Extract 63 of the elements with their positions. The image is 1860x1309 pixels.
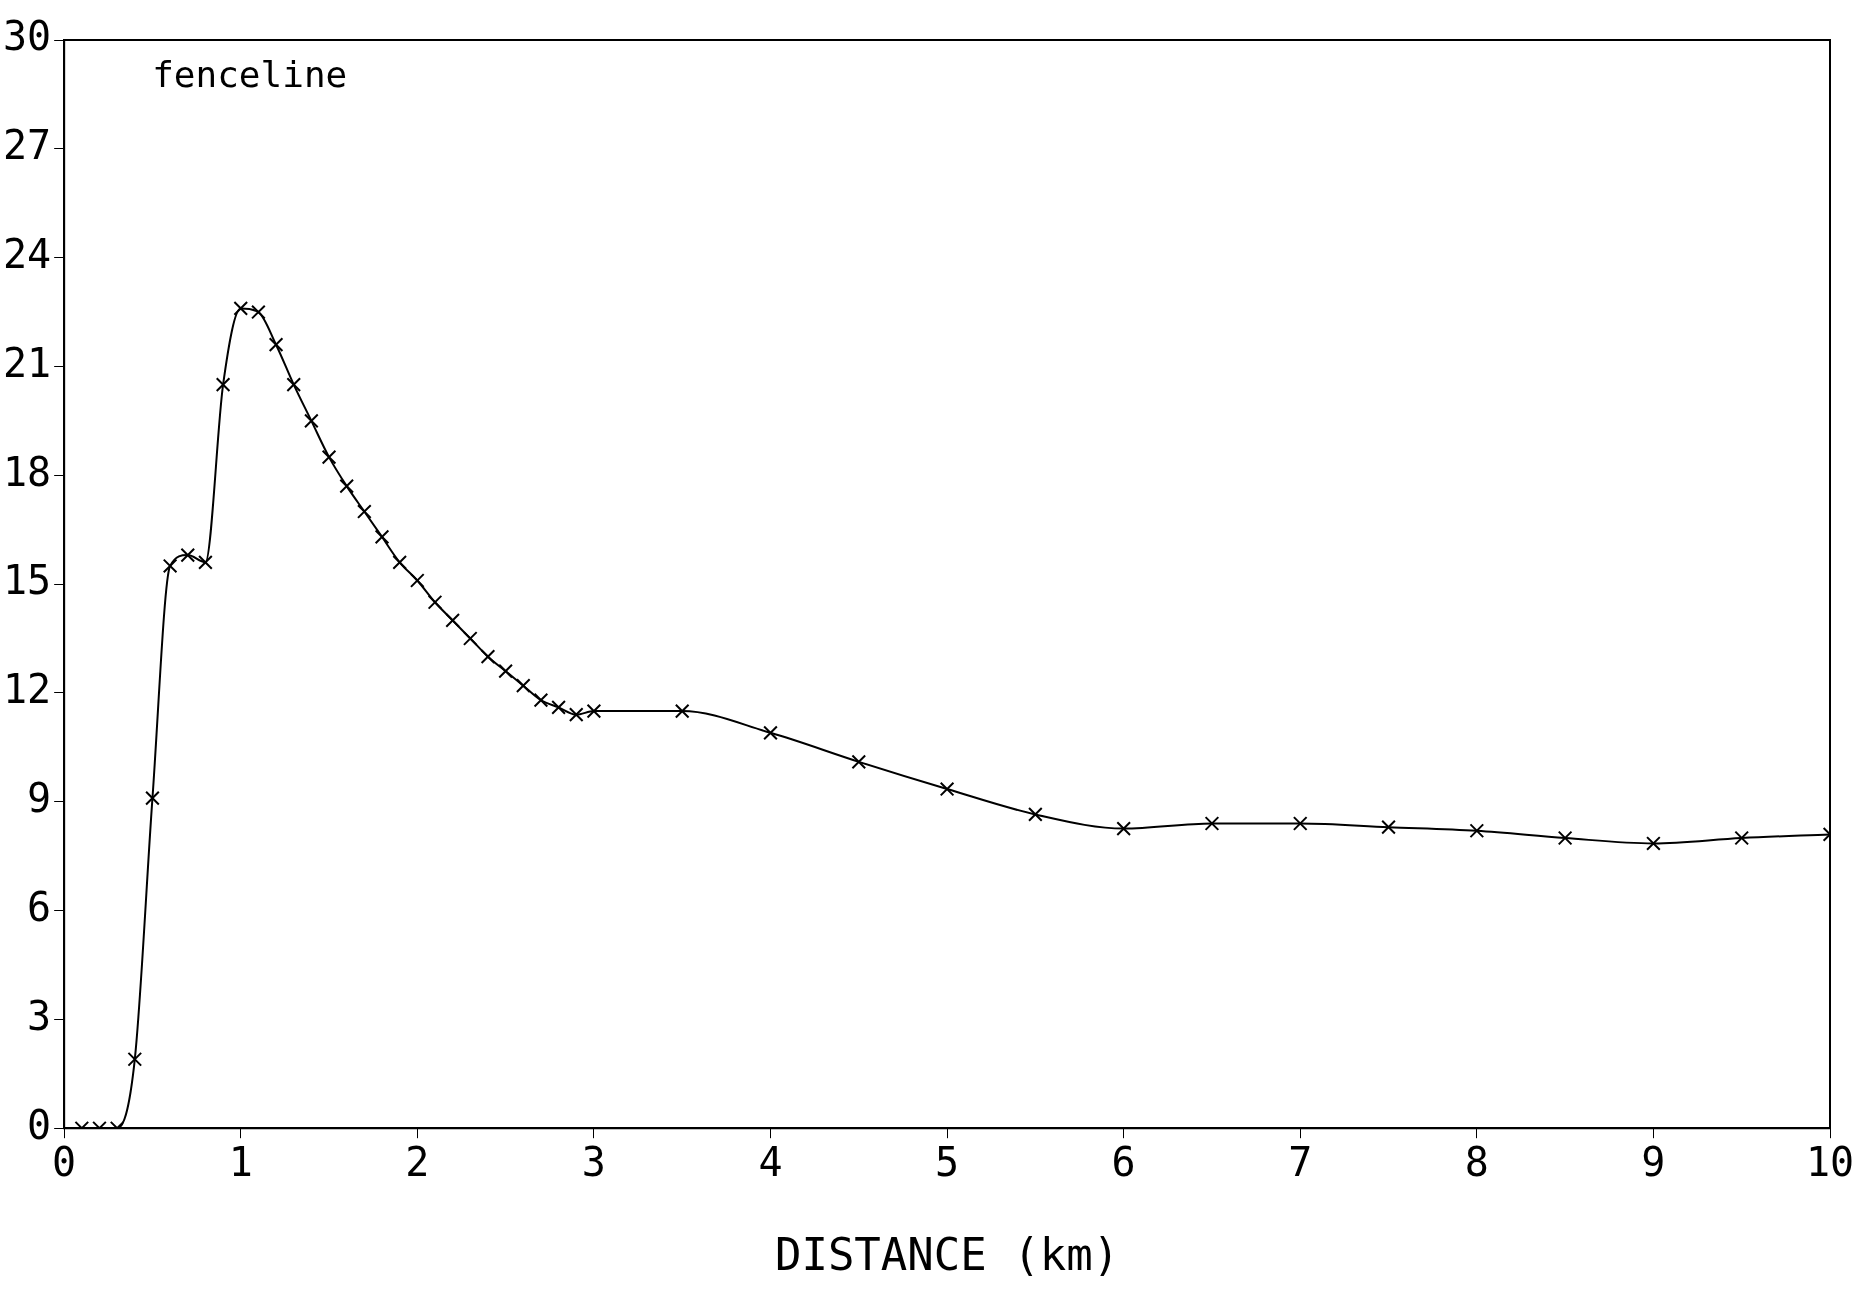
- point: [462, 631, 478, 646]
- point: [1646, 836, 1661, 851]
- point: [1116, 821, 1132, 836]
- x-tick-label: 7: [1288, 1138, 1313, 1185]
- y-tick-label: 9: [27, 775, 52, 822]
- y-tick-label: 6: [27, 883, 52, 930]
- point: [939, 781, 955, 797]
- point: [1469, 823, 1485, 839]
- point: [162, 558, 178, 574]
- point: [215, 377, 231, 392]
- point: [1028, 807, 1043, 822]
- point: [374, 529, 390, 545]
- point: [427, 594, 443, 610]
- y-tick-label: 27: [2, 122, 52, 169]
- point: [268, 337, 284, 353]
- point: [304, 413, 319, 429]
- point: [1734, 830, 1750, 846]
- point: [515, 678, 531, 694]
- point: [251, 304, 266, 320]
- y-tick-label: 0: [27, 1101, 52, 1148]
- point: [533, 692, 549, 708]
- y-tick-label: 24: [2, 231, 52, 278]
- point: [1557, 830, 1573, 846]
- point: [1292, 816, 1308, 831]
- y-tick-label: 18: [2, 448, 52, 495]
- point: [321, 449, 337, 465]
- x-tick-label: 3: [581, 1138, 606, 1185]
- point: [1204, 816, 1220, 831]
- y-tick-label: 15: [2, 557, 52, 604]
- point: [674, 703, 690, 719]
- y-tick-label: 3: [27, 992, 52, 1039]
- point: [180, 547, 196, 563]
- point: [409, 573, 425, 588]
- point: [127, 1051, 143, 1067]
- x-tick-label: 1: [228, 1138, 253, 1185]
- x-tick-label: 2: [405, 1138, 430, 1185]
- point: [586, 703, 602, 719]
- y-tick-label: 30: [2, 13, 52, 60]
- x-tick-label: 5: [935, 1138, 960, 1185]
- point: [286, 377, 302, 392]
- x-tick-label: 10: [1805, 1138, 1855, 1185]
- point: [568, 707, 584, 723]
- point: [198, 554, 213, 570]
- y-tick-label: 21: [2, 339, 52, 386]
- point: [851, 754, 867, 770]
- point: [145, 790, 160, 806]
- point: [445, 613, 461, 628]
- point: [1381, 819, 1396, 835]
- point: [498, 663, 513, 679]
- point: [763, 725, 778, 741]
- point: [339, 478, 355, 494]
- x-tick-label: 4: [758, 1138, 783, 1185]
- point: [551, 700, 566, 715]
- point: [392, 554, 408, 570]
- x-tick-label: 8: [1464, 1138, 1489, 1185]
- x-axis-title: DISTANCE (km): [774, 1229, 1120, 1281]
- annotation: fenceline: [152, 54, 348, 96]
- point: [480, 649, 496, 665]
- x-tick-label: 6: [1111, 1138, 1136, 1185]
- point: [356, 504, 372, 519]
- y-tick-label: 12: [2, 666, 52, 713]
- point: [233, 301, 249, 316]
- x-tick-label: 9: [1641, 1138, 1666, 1185]
